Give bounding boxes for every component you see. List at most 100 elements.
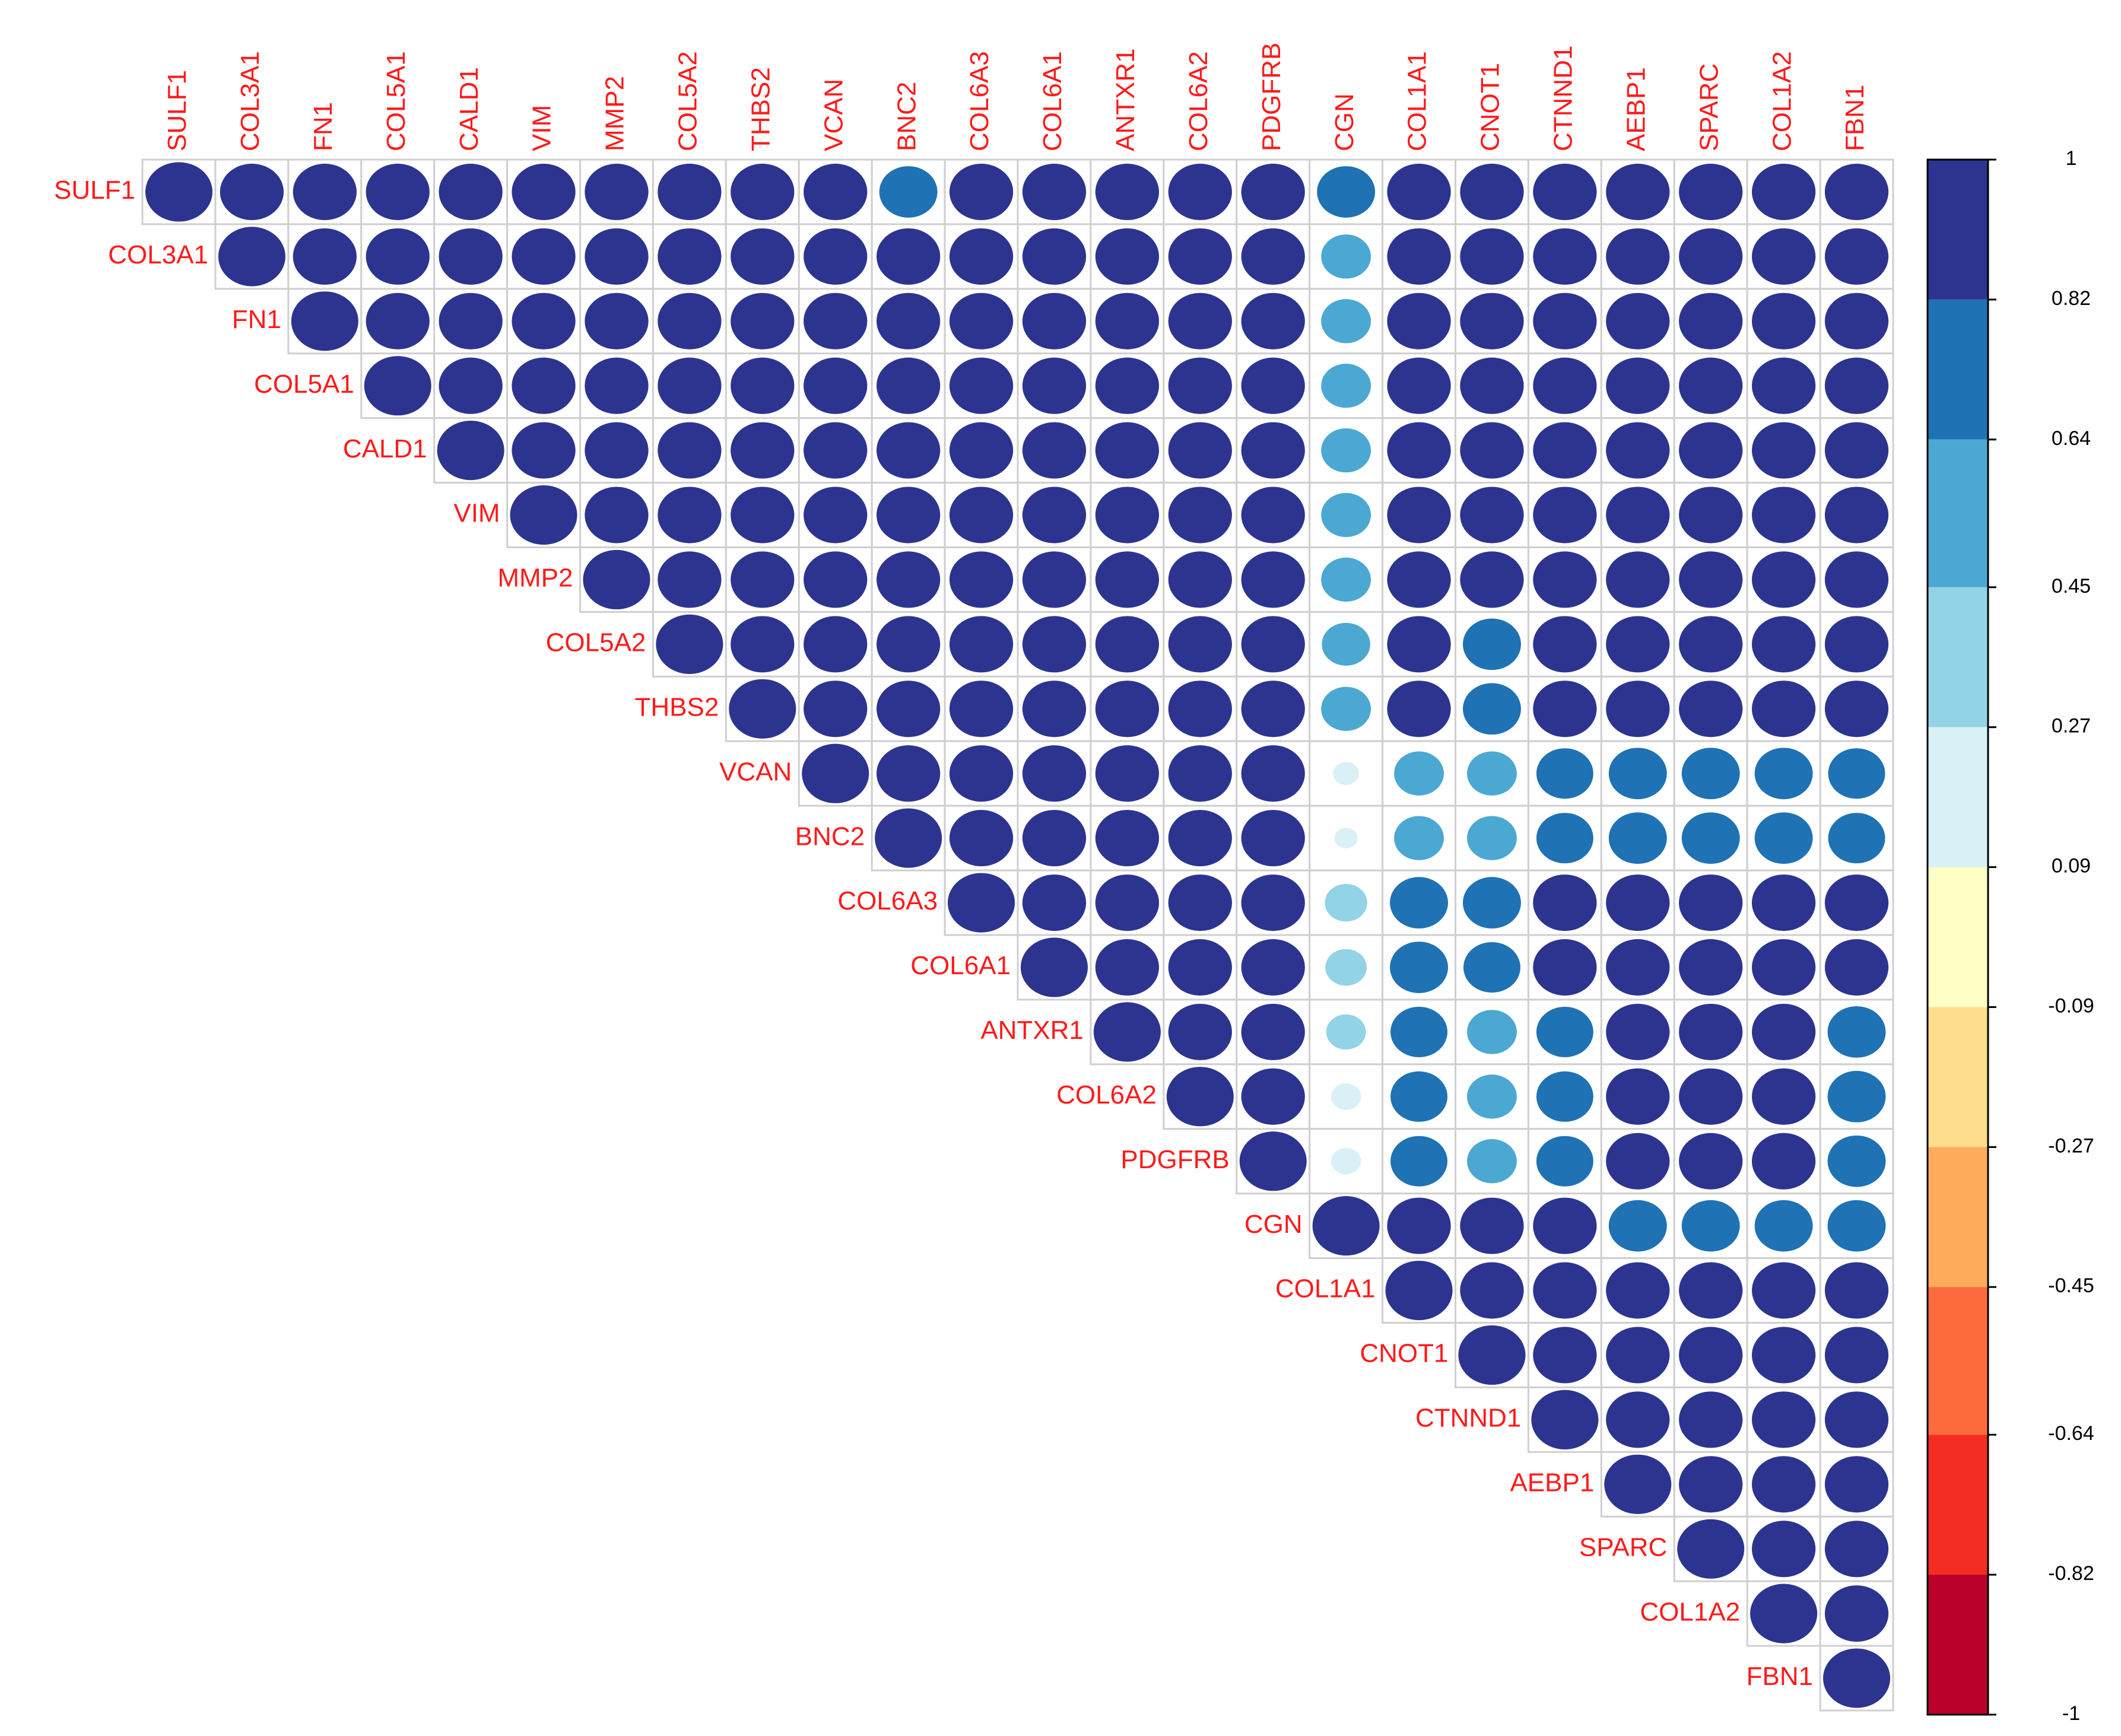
corr-ellipse xyxy=(949,228,1014,285)
corr-ellipse xyxy=(731,422,795,479)
corr-ellipse xyxy=(1823,1648,1891,1708)
corr-ellipse xyxy=(1022,357,1087,414)
corr-ellipse xyxy=(949,422,1014,479)
corr-ellipse xyxy=(1321,299,1371,344)
corr-ellipse xyxy=(1751,1327,1816,1384)
column-label: FBN1 xyxy=(1840,85,1869,151)
column-label: COL5A2 xyxy=(674,51,703,151)
corr-ellipse xyxy=(1168,163,1232,220)
corr-ellipse xyxy=(512,163,576,220)
corr-ellipse xyxy=(512,228,576,285)
corr-ellipse xyxy=(804,487,868,543)
corr-ellipse xyxy=(1168,357,1232,414)
corr-ellipse xyxy=(1241,1068,1305,1125)
corr-ellipse xyxy=(512,422,576,479)
corr-ellipse xyxy=(1679,1327,1743,1384)
corr-ellipse xyxy=(949,681,1014,737)
corr-ellipse xyxy=(1241,810,1305,867)
corr-ellipse xyxy=(1606,228,1670,285)
corr-ellipse xyxy=(1333,762,1360,786)
corr-ellipse xyxy=(1168,939,1232,996)
corr-ellipse xyxy=(1824,1327,1889,1384)
corr-ellipse xyxy=(876,745,941,802)
corr-ellipse xyxy=(1387,163,1451,220)
corr-ellipse xyxy=(1606,551,1670,608)
corr-ellipse xyxy=(1828,813,1885,864)
corr-ellipse xyxy=(1824,487,1889,543)
corr-ellipse xyxy=(1606,1262,1670,1319)
corr-ellipse xyxy=(1241,875,1305,931)
corr-ellipse xyxy=(1606,616,1670,673)
corr-ellipse xyxy=(1533,292,1597,349)
corr-ellipse xyxy=(1168,1003,1232,1060)
corr-ellipse xyxy=(1751,487,1816,543)
corr-ellipse xyxy=(1824,422,1889,479)
corr-ellipse xyxy=(1095,745,1160,802)
corr-ellipse xyxy=(1390,1136,1448,1187)
corr-ellipse xyxy=(1824,681,1889,737)
corr-ellipse xyxy=(1460,357,1524,414)
column-label: COL6A1 xyxy=(1038,51,1067,151)
column-label: COL1A1 xyxy=(1403,51,1432,151)
corr-ellipse xyxy=(1606,1327,1670,1384)
corr-ellipse xyxy=(731,616,795,673)
colorbar-tick-label: 0.27 xyxy=(2052,715,2091,737)
corr-ellipse xyxy=(583,549,650,610)
colorbar-bin xyxy=(1928,160,1988,300)
corr-ellipse xyxy=(1824,1262,1889,1319)
corr-ellipse xyxy=(1168,292,1232,349)
corr-ellipse xyxy=(1462,618,1521,670)
corr-ellipse xyxy=(1751,1456,1816,1513)
corr-ellipse xyxy=(1533,357,1597,414)
corr-ellipse xyxy=(949,745,1014,802)
corr-ellipse xyxy=(1751,228,1816,285)
corr-ellipse xyxy=(585,292,649,349)
row-label: VIM xyxy=(453,499,500,528)
corr-ellipse xyxy=(1606,875,1670,931)
column-label: SPARC xyxy=(1694,63,1723,151)
corr-ellipse xyxy=(364,356,431,416)
row-label: THBS2 xyxy=(635,692,719,721)
colorbar-bin xyxy=(1928,867,1988,1007)
corr-ellipse xyxy=(1751,1521,1816,1578)
corr-ellipse xyxy=(1467,1074,1517,1119)
corr-ellipse xyxy=(731,228,795,285)
corr-ellipse xyxy=(729,679,796,739)
row-label: CNOT1 xyxy=(1360,1339,1448,1368)
row-label: COL1A2 xyxy=(1640,1597,1740,1626)
row-label: COL1A1 xyxy=(1275,1274,1376,1303)
column-label: THBS2 xyxy=(746,67,775,151)
column-label: BNC2 xyxy=(892,82,921,151)
corr-ellipse xyxy=(510,485,577,545)
corr-ellipse xyxy=(1533,875,1597,931)
corr-ellipse xyxy=(1321,428,1371,473)
colorbar-tick-label: 0.82 xyxy=(2052,287,2091,310)
corr-ellipse xyxy=(1679,1262,1743,1319)
corr-ellipse xyxy=(1020,937,1088,997)
column-label: COL3A1 xyxy=(236,51,265,151)
corr-ellipse xyxy=(1606,1068,1670,1125)
corr-ellipse xyxy=(1467,816,1517,860)
column-label: MMP2 xyxy=(601,76,630,151)
corr-ellipse xyxy=(437,421,504,481)
corr-ellipse xyxy=(1606,292,1670,349)
corr-ellipse xyxy=(1390,1006,1448,1057)
corr-ellipse xyxy=(1606,357,1670,414)
colorbar-tick-label: -0.09 xyxy=(2048,994,2094,1017)
corr-ellipse xyxy=(731,551,795,608)
row-label: FN1 xyxy=(232,305,281,334)
row-label: COL3A1 xyxy=(108,240,208,269)
corr-ellipse xyxy=(1533,1197,1597,1254)
corr-ellipse xyxy=(585,422,649,479)
column-label: COL6A3 xyxy=(965,51,994,151)
corr-ellipse xyxy=(1460,551,1524,608)
corr-ellipse xyxy=(1168,875,1232,931)
corr-ellipse xyxy=(1095,163,1160,220)
column-label: CNOT1 xyxy=(1476,63,1505,151)
corr-ellipse xyxy=(1326,1014,1366,1050)
corr-ellipse xyxy=(1168,487,1232,543)
corr-ellipse xyxy=(585,357,649,414)
colorbar-bin xyxy=(1928,1147,1988,1287)
corr-ellipse xyxy=(656,614,723,674)
corr-ellipse xyxy=(1022,745,1087,802)
